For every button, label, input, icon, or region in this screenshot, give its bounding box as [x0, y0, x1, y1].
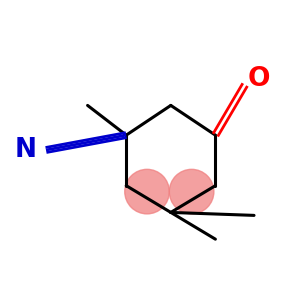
Circle shape — [125, 169, 169, 214]
Text: O: O — [247, 66, 270, 92]
Circle shape — [169, 169, 214, 214]
Text: N: N — [14, 137, 36, 163]
